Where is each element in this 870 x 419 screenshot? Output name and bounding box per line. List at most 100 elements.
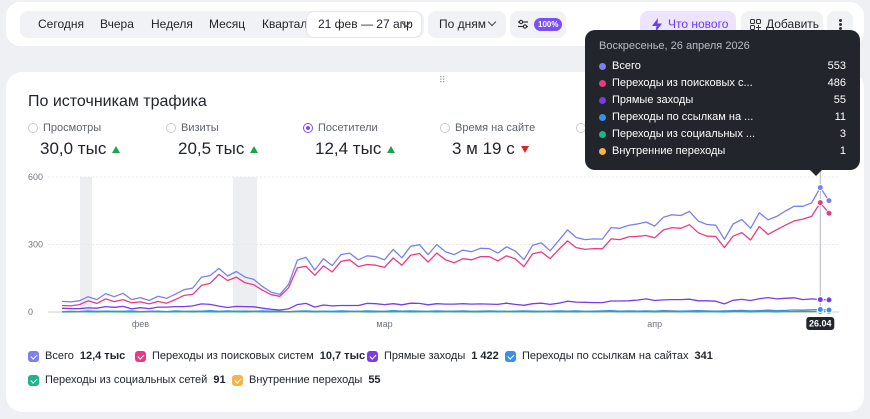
x-tick-label: апр (647, 319, 662, 329)
tooltip-date: Воскресенье, 26 апреля 2026 (599, 40, 750, 52)
metric-value-text: 12,4 тыс (315, 139, 382, 158)
metric-label: Просмотры (43, 122, 102, 134)
series-line (61, 201, 830, 307)
metric-pageviews[interactable]: Просмотры 30,0 тыс (28, 122, 158, 162)
trend-up-icon (250, 146, 259, 153)
metric-visits[interactable]: Визиты 20,5 тыс (166, 122, 296, 162)
tooltip-row-name: Переходы из поисковых с... (612, 77, 753, 89)
legend-checkbox (232, 375, 243, 386)
hover-point (816, 184, 824, 192)
add-widget-icon (750, 19, 761, 30)
tooltip-row-name: Всего (612, 60, 641, 72)
period-today-button[interactable]: Сегодня (38, 17, 84, 31)
metric-radio (28, 123, 38, 133)
tooltip-row-value: 3 (839, 128, 846, 140)
card-title: По источникам трафика (28, 93, 207, 110)
trend-down-icon (520, 146, 529, 153)
tooltip-row: Внутренние переходы 1 (599, 145, 846, 159)
legend-label: Переходы из поисковых систем (152, 350, 314, 362)
metric-label: Посетители (318, 122, 378, 134)
trend-up-icon (112, 146, 121, 153)
legend-checkbox (135, 351, 146, 362)
more-dots-icon (839, 23, 842, 26)
tooltip-row-name: Переходы по ссылкам на ... (612, 111, 754, 123)
series-dot (599, 80, 606, 87)
whats-new-label: Что нового (668, 17, 729, 31)
period-selector: Сегодня Вчера Неделя Месяц Квартал 21 фе… (20, 11, 424, 38)
legend-checkbox (367, 351, 378, 362)
metric-value: 3 м 19 с (452, 139, 529, 159)
tooltip-row-value: 55 (833, 94, 846, 106)
tooltip-row-value: 1 (839, 145, 846, 157)
series-dot (599, 114, 606, 121)
trend-up-icon (387, 146, 396, 153)
detail-dropdown[interactable]: По дням (428, 11, 506, 38)
series-line (61, 186, 830, 303)
series-line (61, 296, 830, 311)
metric-value: 30,0 тыс (40, 139, 121, 159)
y-tick-label: 300 (28, 240, 43, 250)
period-month-button[interactable]: Месяц (209, 17, 246, 31)
x-tick-label: мар (376, 319, 392, 329)
tooltip-row: Переходы из поисковых с... 486 (599, 77, 846, 91)
period-week-button[interactable]: Неделя (151, 17, 193, 31)
legend-text: Переходы из социальных сетей 91 (45, 374, 226, 386)
metric-value-text: 3 м 19 с (452, 139, 515, 158)
sliders-icon (518, 19, 528, 29)
y-tick-label: 0 (28, 307, 33, 317)
legend-value: 341 (694, 350, 713, 362)
series-line (61, 308, 830, 313)
metric-time-on-site[interactable]: Время на сайте 3 м 19 с (440, 122, 570, 162)
legend-row-1: Всего 12,4 тыс Переходы из поисковых сист… (28, 350, 828, 366)
legend-checkbox (28, 351, 39, 362)
hover-date-label: 26.04 (809, 319, 832, 329)
legend-label: Внутренние переходы (249, 374, 363, 386)
tooltip-row-value: 486 (827, 77, 846, 89)
metric-radio (166, 123, 176, 133)
period-yesterday-button[interactable]: Вчера (100, 17, 134, 31)
tooltip-row-name: Внутренние переходы (612, 145, 726, 157)
add-label: Добавить (766, 17, 820, 31)
tooltip-row-name: Переходы из социальных ... (612, 128, 756, 140)
metric-label: Время на сайте (455, 122, 536, 134)
sampling-button[interactable]: 100% (510, 11, 566, 38)
more-dots-icon (839, 19, 842, 22)
drag-handle-icon[interactable]: ⠿ (439, 75, 446, 85)
more-dots-icon (839, 27, 842, 30)
y-tick-label: 600 (28, 172, 43, 182)
legend-text: Прямые заходы 1 422 (384, 350, 499, 362)
legend-text: Всего 12,4 тыс (45, 350, 125, 362)
legend-checkbox (505, 351, 516, 362)
legend-value: 12,4 тыс (79, 350, 126, 362)
series-dot (599, 148, 606, 155)
series-dot (599, 131, 606, 138)
series-dot (599, 63, 606, 70)
legend-label: Переходы по ссылкам на сайтах (522, 350, 689, 362)
tooltip-row-name: Прямые заходы (612, 94, 694, 106)
legend-text: Переходы по ссылкам на сайтах 341 (522, 350, 713, 362)
last-point (825, 197, 833, 205)
last-point (825, 306, 833, 314)
metric-value-text: 30,0 тыс (40, 139, 107, 158)
date-range-label: 21 фев — 27 апр (318, 17, 413, 31)
legend-text: Переходы из поисковых систем 10,7 тыс (152, 350, 365, 362)
legend-label: Переходы из социальных сетей (45, 374, 208, 386)
lightning-icon (652, 18, 662, 32)
legend-value: 91 (213, 374, 226, 386)
sampling-badge: 100% (534, 18, 563, 31)
tooltip-row: Переходы из социальных ... 3 (599, 128, 846, 142)
legend-value: 1 422 (471, 350, 499, 362)
legend-row-2: Переходы из социальных сетей 91 Внутренни… (28, 374, 628, 390)
metric-visitors[interactable]: Посетители 12,4 тыс (303, 122, 433, 162)
period-quarter-button[interactable]: Квартал (262, 17, 308, 31)
date-range-picker[interactable]: 21 фев — 27 апр (306, 11, 422, 38)
tooltip-row: Прямые заходы 55 (599, 94, 846, 108)
hover-date-tag (806, 317, 835, 330)
last-point (825, 209, 833, 217)
legend-text: Внутренние переходы 55 (249, 374, 381, 386)
metric-value: 20,5 тыс (178, 139, 259, 159)
legend-label: Всего (45, 350, 74, 362)
tooltip-row: Переходы по ссылкам на ... 11 (599, 111, 846, 125)
metric-value-text: 20,5 тыс (178, 139, 245, 158)
